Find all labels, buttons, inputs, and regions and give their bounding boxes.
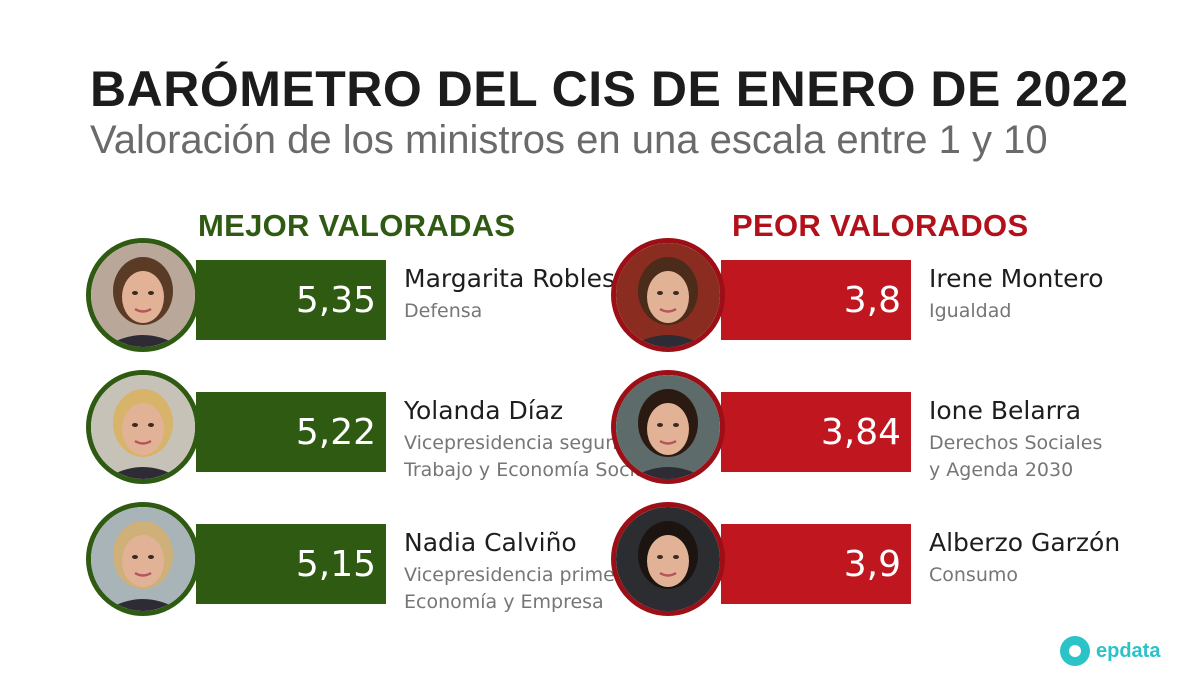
score-box: 5,22 <box>196 392 386 472</box>
ministry-line: Vicepresidencia primera <box>404 564 635 586</box>
minister-name: Yolanda Díaz <box>404 396 564 425</box>
minister-ministry: Vicepresidencia segunda Trabajo y Economí… <box>404 430 652 484</box>
minister-name: Irene Montero <box>929 264 1104 293</box>
chart-title: BARÓMETRO DEL CIS DE ENERO DE 2022 <box>90 61 1129 117</box>
ranking-row: 5,35 Margarita Robles Defensa <box>86 238 646 362</box>
score-value: 3,9 <box>843 543 901 585</box>
portrait-illustration <box>616 375 720 479</box>
minister-name: Margarita Robles <box>404 264 615 293</box>
score-box: 5,15 <box>196 524 386 604</box>
score-box: 3,8 <box>721 260 911 340</box>
ministry-line: Igualdad <box>929 300 1012 322</box>
best-rated-heading: MEJOR VALORADAS <box>198 208 516 243</box>
ministry-line: y Agenda 2030 <box>929 459 1074 481</box>
ministry-line: Derechos Sociales <box>929 432 1103 454</box>
portrait-illustration <box>91 243 195 347</box>
portrait-illustration <box>616 507 720 611</box>
minister-ministry: Defensa <box>404 298 482 325</box>
minister-photo <box>86 238 200 352</box>
ranking-row: 3,84 Ione Belarra Derechos Sociales y Agend… <box>611 370 1171 494</box>
ranking-row: 3,8 Irene Montero Igualdad <box>611 238 1171 362</box>
ranking-row: 5,15 Nadia Calviño Vicepresidencia primera… <box>86 502 646 626</box>
epdata-logo-text: epdata <box>1096 639 1161 662</box>
ministry-line: Defensa <box>404 300 483 322</box>
chart-subtitle: Valoración de los ministros en una escal… <box>90 118 1048 162</box>
epdata-logo: epdata <box>1060 636 1160 666</box>
score-value: 5,15 <box>295 543 376 585</box>
ranking-row: 5,22 Yolanda Díaz Vicepresidencia segunda T… <box>86 370 652 494</box>
portrait-illustration <box>616 243 720 347</box>
minister-ministry: Derechos Sociales y Agenda 2030 <box>929 430 1102 484</box>
minister-photo <box>86 502 200 616</box>
ministry-line: Trabajo y Economía Social <box>404 459 652 481</box>
score-value: 3,84 <box>820 411 901 453</box>
epdata-logo-icon <box>1060 636 1090 666</box>
score-value: 5,35 <box>295 279 376 321</box>
portrait-illustration <box>91 375 195 479</box>
score-value: 3,8 <box>843 279 901 321</box>
minister-photo <box>611 502 725 616</box>
minister-ministry: Igualdad <box>929 298 1011 325</box>
minister-name: Alberzo Garzón <box>929 528 1121 557</box>
score-value: 5,22 <box>295 411 376 453</box>
minister-ministry: Vicepresidencia primera Economía y Empres… <box>404 562 634 616</box>
minister-name: Ione Belarra <box>929 396 1082 425</box>
portrait-illustration <box>91 507 195 611</box>
score-box: 5,35 <box>196 260 386 340</box>
ministry-line: Economía y Empresa <box>404 591 604 613</box>
minister-photo <box>611 370 725 484</box>
ministry-line: Consumo <box>929 564 1019 586</box>
minister-name: Nadia Calviño <box>404 528 577 557</box>
minister-ministry: Consumo <box>929 562 1018 589</box>
ranking-row: 3,9 Alberzo Garzón Consumo <box>611 502 1171 626</box>
minister-photo <box>86 370 200 484</box>
minister-photo <box>611 238 725 352</box>
score-box: 3,84 <box>721 392 911 472</box>
worst-rated-heading: PEOR VALORADOS <box>732 208 1029 243</box>
ministry-line: Vicepresidencia segunda <box>404 432 641 454</box>
score-box: 3,9 <box>721 524 911 604</box>
